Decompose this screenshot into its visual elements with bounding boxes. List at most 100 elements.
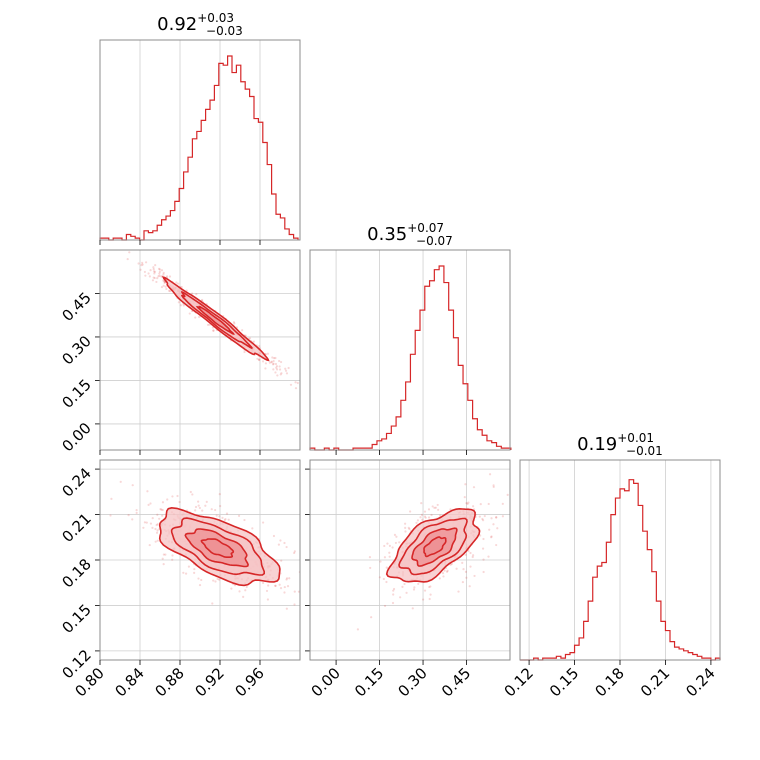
y-tick-label: 0.21 — [58, 510, 94, 546]
scatter-point — [157, 275, 160, 278]
scatter-point — [167, 289, 171, 292]
scatter-point — [305, 383, 307, 385]
scatter-point — [158, 272, 161, 275]
scatter-point — [463, 495, 466, 499]
scatter-point — [278, 365, 281, 368]
scatter-point — [441, 572, 445, 575]
scatter-point — [144, 261, 148, 264]
scatter-point — [180, 285, 183, 289]
hist-panel-param-2 — [309, 249, 512, 455]
scatter-point — [163, 281, 166, 285]
scatter-point — [227, 518, 230, 521]
scatter-point — [197, 500, 200, 503]
scatter-point — [272, 534, 276, 538]
scatter-point — [392, 593, 395, 596]
scatter-point — [164, 285, 167, 288]
scatter-point — [265, 589, 269, 593]
scatter-point — [393, 533, 397, 536]
scatter-point — [405, 591, 408, 594]
scatter-point — [270, 361, 273, 364]
scatter-point — [159, 507, 162, 511]
scatter-point — [162, 563, 165, 566]
scatter-point — [194, 505, 198, 509]
scatter-point — [501, 515, 504, 518]
scatter-point — [158, 268, 162, 271]
scatter-point — [158, 270, 161, 273]
scatter-point — [201, 298, 204, 302]
scatter-point — [431, 505, 434, 508]
scatter-point — [212, 329, 215, 332]
scatter-point — [422, 598, 425, 601]
scatter-point — [160, 275, 163, 278]
scatter-point — [490, 535, 493, 538]
scatter-point — [492, 485, 495, 489]
title-param-3-plus: +0.01 — [617, 431, 654, 445]
scatter-point — [141, 263, 144, 266]
scatter-point — [232, 321, 236, 324]
scatter-point — [369, 566, 372, 570]
x-tick-label: 0.96 — [231, 664, 267, 700]
scatter-point — [267, 584, 270, 587]
scatter-point — [413, 586, 416, 589]
scatter-point — [193, 567, 196, 571]
scatter-point — [156, 513, 159, 516]
scatter-point — [446, 569, 449, 572]
scatter-point — [495, 543, 498, 547]
scatter-point — [467, 550, 470, 553]
scatter-point — [391, 546, 394, 549]
scatter-point — [225, 512, 229, 515]
scatter-point — [409, 510, 412, 513]
scatter-point — [261, 360, 265, 363]
scatter-point — [283, 591, 286, 594]
scatter-point — [492, 523, 495, 526]
scatter-point — [272, 368, 275, 371]
scatter-point — [479, 534, 482, 537]
x-tick-label: 0.18 — [591, 664, 627, 700]
scatter-point — [162, 284, 165, 287]
scatter-point — [145, 521, 148, 524]
scatter-point — [184, 572, 188, 575]
scatter-point — [445, 570, 449, 573]
scatter-point — [323, 408, 325, 410]
scatter-point — [148, 543, 151, 547]
scatter-point — [383, 556, 387, 559]
scatter-point — [195, 293, 198, 296]
scatter-point — [284, 369, 288, 372]
scatter-point — [283, 541, 286, 545]
scatter-point — [398, 541, 401, 544]
scatter-point — [482, 519, 485, 522]
scatter-point — [278, 368, 282, 371]
scatter-point — [277, 543, 280, 546]
scatter-point — [439, 514, 442, 517]
scatter-point — [154, 264, 157, 267]
scatter-point — [221, 516, 224, 519]
scatter-point — [279, 360, 283, 364]
scatter-point — [156, 523, 159, 526]
scatter-point — [473, 574, 476, 578]
scatter-point — [127, 514, 130, 517]
scatter-point — [149, 269, 152, 272]
scatter-point — [151, 279, 155, 282]
scatter-point — [297, 590, 300, 593]
scatter-point — [206, 323, 210, 326]
scatter-point — [356, 628, 360, 631]
scatter-point — [322, 405, 324, 407]
panel-frame — [99, 39, 301, 241]
scatter-point — [241, 329, 244, 332]
scatter-point — [465, 502, 468, 505]
scatter-point — [478, 515, 481, 518]
scatter-point — [143, 521, 146, 524]
scatter-point — [482, 558, 485, 561]
scatter-point — [469, 565, 472, 568]
scatter-point — [322, 399, 324, 401]
scatter-point — [201, 509, 204, 512]
scatter-point — [171, 558, 174, 561]
scatter-point — [161, 508, 164, 512]
scatter-point — [472, 486, 476, 489]
scatter-point — [162, 273, 165, 276]
scatter-point — [272, 359, 275, 363]
scatter-point — [212, 329, 215, 332]
scatter-point — [154, 527, 157, 531]
scatter-point — [264, 367, 267, 370]
scatter-point — [175, 281, 178, 284]
